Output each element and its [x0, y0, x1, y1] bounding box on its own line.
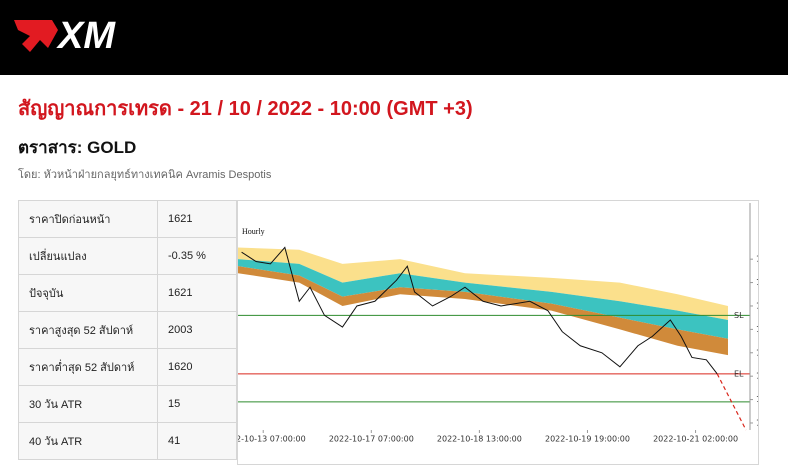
row-label: ปัจจุบัน [18, 274, 158, 312]
x-tick-label: 2022-10-21 02:00:00 [653, 435, 738, 444]
y-tick-label: 1670 [756, 255, 759, 264]
table-row: ราคาสูงสุด 52 สัปดาห์ 2003 [18, 311, 237, 349]
instrument: ตราสาร: GOLD [18, 138, 137, 157]
logo-icon [14, 20, 58, 52]
row-label: ราคาปิดก่อนหน้า [18, 200, 158, 238]
logo: XM [14, 15, 116, 57]
table-row: ราคาปิดก่อนหน้า 1621 [18, 200, 237, 238]
y-tick-label: 1660 [756, 278, 759, 287]
table-row: ราคาต่ำสุด 52 สัปดาห์ 1620 [18, 348, 237, 386]
table-row: 30 วัน ATR 15 [18, 385, 237, 423]
logo-text: XM [56, 15, 116, 57]
row-value: 15 [157, 385, 237, 423]
y-tick-label: 1600 [756, 418, 759, 427]
price-line [716, 373, 747, 431]
row-value: 1620 [157, 348, 237, 386]
row-value: -0.35 % [157, 237, 237, 275]
header: XM [0, 0, 788, 75]
price-line [241, 246, 718, 375]
info-table: ราคาปิดก่อนหน้า 1621 เปลี่ยนแปลง -0.35 % ปัจ… [18, 200, 237, 460]
row-value: 2003 [157, 311, 237, 349]
band [238, 259, 728, 339]
y-tick-label: 1650 [756, 301, 759, 310]
y-tick-label: 1640 [756, 325, 759, 334]
row-label: 40 วัน ATR [18, 422, 158, 460]
band [238, 266, 728, 356]
table-row: เปลี่ยนแปลง -0.35 % [18, 237, 237, 275]
x-tick-label: 2022-10-19 19:00:00 [545, 435, 630, 444]
x-tick-label: 2022-10-13 07:00:00 [237, 435, 306, 444]
x-tick-label: 2022-10-18 13:00:00 [437, 435, 522, 444]
row-label: 30 วัน ATR [18, 385, 158, 423]
row-value: 1621 [157, 200, 237, 238]
x-tick-label: 2022-10-17 07:00:00 [329, 435, 414, 444]
row-label: ราคาต่ำสุด 52 สัปดาห์ [18, 348, 158, 386]
row-label: เปลี่ยนแปลง [18, 237, 158, 275]
row-value: 1621 [157, 274, 237, 312]
level-label: SL [734, 311, 744, 320]
byline: โดย: หัวหน้าฝ่ายกลยุทธ์ทางเทคนิค Avramis… [18, 169, 272, 181]
band [238, 247, 728, 321]
table-row: ปัจจุบัน 1621 [18, 274, 237, 312]
row-value: 41 [157, 422, 237, 460]
chart-title: Hourly [242, 227, 265, 236]
y-tick-label: 1620 [756, 372, 759, 381]
level-label: EL [734, 369, 744, 378]
y-tick-label: 1630 [756, 348, 759, 357]
page-title: สัญญาณการเทรด - 21 / 10 / 2022 - 10:00 (… [18, 98, 473, 120]
y-tick-label: 1610 [756, 395, 759, 404]
chart: SL EL 1600 1610 1620 1630 1640 1650 1660 1670 2022… [237, 200, 759, 465]
row-label: ราคาสูงสุด 52 สัปดาห์ [18, 311, 158, 349]
table-row: 40 วัน ATR 41 [18, 422, 237, 460]
